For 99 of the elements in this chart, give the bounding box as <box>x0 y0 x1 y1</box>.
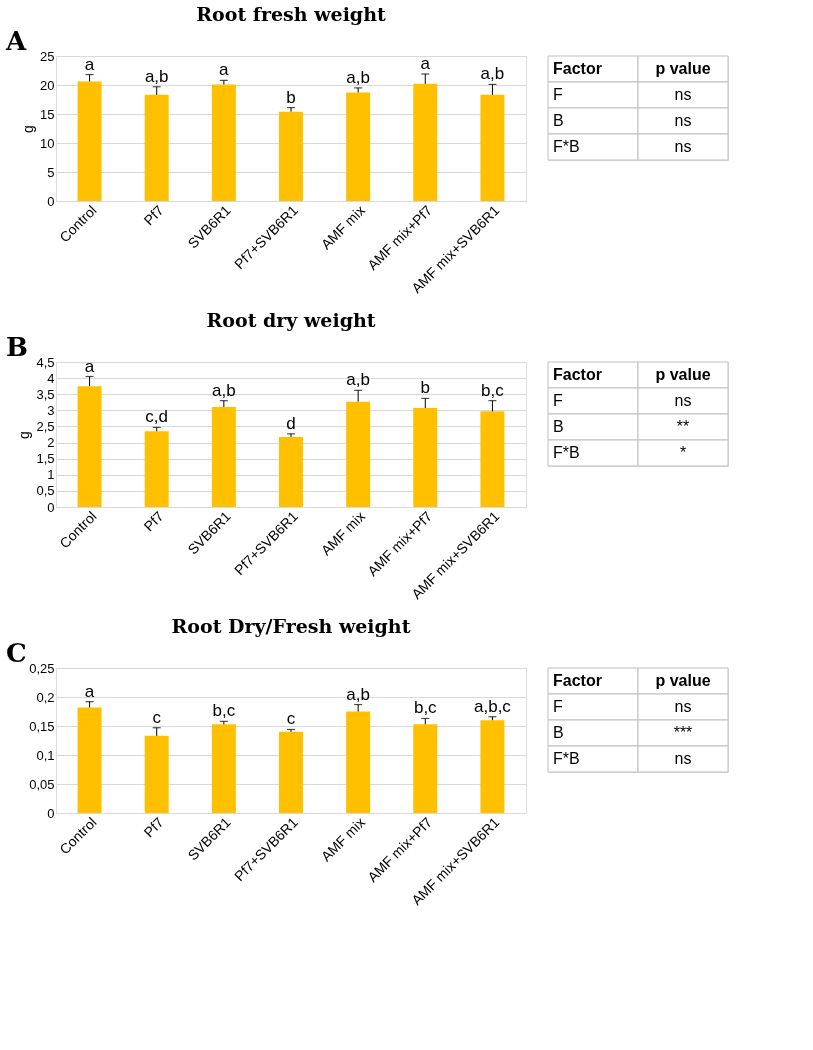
annotation: b,c <box>481 380 505 400</box>
text: ns <box>674 112 692 129</box>
text: p value <box>655 672 711 689</box>
text: ns <box>674 138 692 155</box>
x-tick-label: Pf7 <box>140 507 167 535</box>
y-tick-label: 3,5 <box>36 386 55 402</box>
text: F*B <box>553 444 580 461</box>
y-tick-label: 15 <box>40 106 55 122</box>
y-tick-label: 0,25 <box>29 660 55 676</box>
text: F*B <box>553 138 580 155</box>
annotation: b <box>286 87 296 107</box>
text: B <box>553 112 564 129</box>
x-tick-label: Pf7 <box>140 201 167 229</box>
bar <box>144 431 169 507</box>
y-tick-label: 5 <box>47 164 55 180</box>
bar <box>279 111 303 201</box>
y-tick-label: 4,5 <box>36 354 55 370</box>
text: ns <box>674 750 692 767</box>
bar <box>346 711 371 813</box>
text: *** <box>673 724 693 741</box>
bar <box>346 401 371 507</box>
bar <box>77 81 102 201</box>
y-tick-label: 3 <box>47 402 55 418</box>
text: ns <box>674 698 692 715</box>
text: A <box>5 26 27 56</box>
annotation: a <box>219 60 230 80</box>
bar <box>480 411 505 507</box>
annotation: a <box>84 356 95 376</box>
text: F <box>553 392 563 409</box>
bar <box>144 94 169 201</box>
text: F*B <box>553 750 580 767</box>
y-tick-label: 1 <box>47 467 55 483</box>
bar <box>144 735 169 813</box>
bar <box>279 437 303 507</box>
text: Factor <box>553 366 602 383</box>
annotation: a,b <box>212 380 236 400</box>
chart-title: Root fresh weight <box>196 3 386 25</box>
bar <box>480 94 505 201</box>
text: F <box>553 86 563 103</box>
annotation: d <box>286 413 296 433</box>
text: B <box>6 332 28 362</box>
bar <box>211 84 236 201</box>
y-tick-label: 0 <box>47 193 55 209</box>
y-tick-label: 10 <box>40 135 55 151</box>
y-tick-label: 1,5 <box>36 451 55 467</box>
y-tick-label: 2 <box>47 435 55 451</box>
bar <box>480 720 505 813</box>
y-tick-label: 0,15 <box>29 718 55 734</box>
bar <box>77 707 102 813</box>
chart-title: Root Dry/Fresh weight <box>171 615 411 637</box>
text: * <box>679 444 687 461</box>
text: Factor <box>553 60 602 77</box>
y-axis-title: g <box>16 431 33 439</box>
y-tick-label: 0,2 <box>36 689 55 705</box>
y-tick-label: 20 <box>40 77 55 93</box>
y-tick-label: 25 <box>40 48 55 64</box>
text: p value <box>655 366 711 383</box>
annotation: c,d <box>145 407 169 427</box>
y-axis-title: g <box>20 125 37 133</box>
y-tick-label: 2,5 <box>36 418 55 434</box>
y-tick-label: 0 <box>47 499 55 515</box>
annotation: c <box>152 707 162 727</box>
y-tick-label: 4 <box>47 370 55 386</box>
annotation: a,b <box>346 370 370 390</box>
y-tick-label: 0,1 <box>36 747 55 763</box>
y-tick-label: 0 <box>47 805 55 821</box>
chart-title: Root dry weight <box>206 309 376 331</box>
y-tick-label: 0,05 <box>29 776 55 792</box>
bar <box>413 408 438 507</box>
annotation: a,b,c <box>474 696 512 716</box>
annotation: a <box>420 53 431 73</box>
text: ** <box>676 418 690 435</box>
annotation: b,c <box>413 698 438 718</box>
annotation: a,b <box>144 66 169 86</box>
bar <box>413 83 438 201</box>
bar <box>279 731 303 813</box>
bar <box>346 92 371 201</box>
x-tick-label: Pf7 <box>140 813 167 841</box>
y-tick-label: 0,5 <box>36 483 55 499</box>
annotation: a <box>84 54 95 74</box>
annotation: a <box>84 681 95 701</box>
annotation: b <box>420 378 431 398</box>
annotation: a,b <box>480 64 505 84</box>
text: F <box>553 698 563 715</box>
bar <box>77 386 102 507</box>
text: ns <box>674 392 692 409</box>
bar <box>413 724 438 813</box>
text: B <box>553 418 564 435</box>
text: Factor <box>553 672 602 689</box>
text: B <box>553 724 564 741</box>
text: p value <box>655 60 711 77</box>
annotation: b,c <box>212 701 236 721</box>
annotation: a,b <box>346 684 370 704</box>
bar <box>211 724 236 813</box>
text: C <box>6 638 27 668</box>
annotation: c <box>286 709 296 729</box>
text: ns <box>674 86 692 103</box>
annotation: a,b <box>346 67 370 87</box>
bar <box>211 407 236 507</box>
